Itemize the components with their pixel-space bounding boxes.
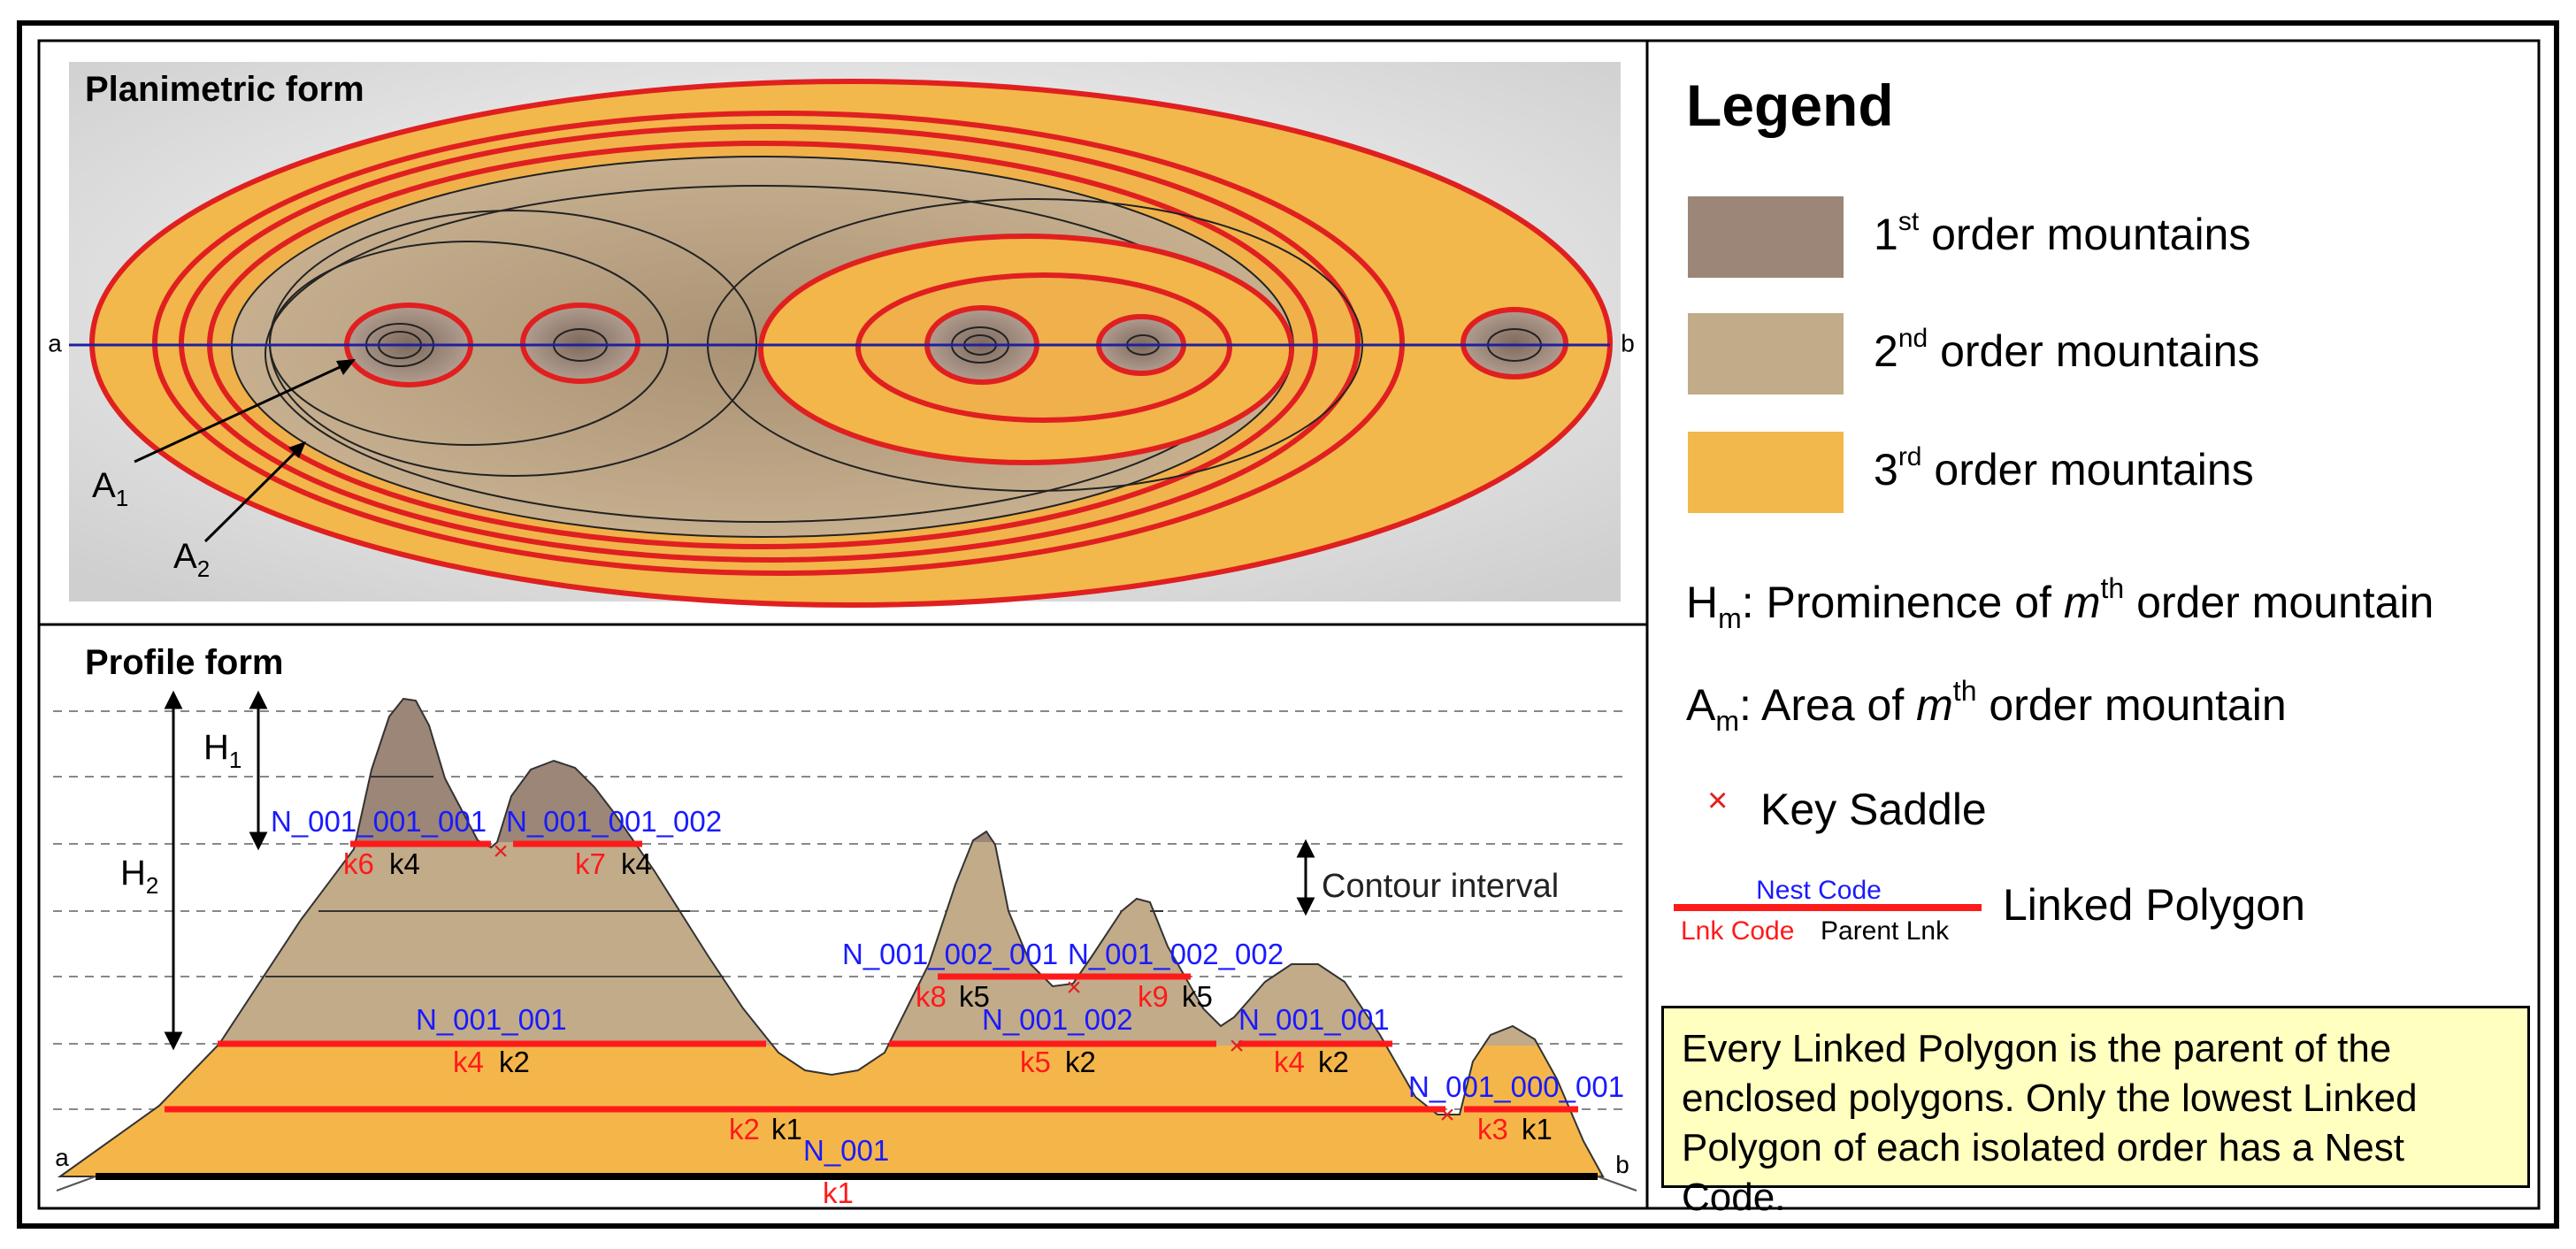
profile-label-a: a bbox=[55, 1144, 69, 1171]
h2-dimension bbox=[164, 690, 183, 1051]
a2-label: A2 bbox=[173, 537, 210, 582]
a1-label: A1 bbox=[92, 466, 128, 511]
parent-lnk-label: k5 bbox=[959, 980, 990, 1013]
parent-lnk-label: k2 bbox=[1065, 1046, 1096, 1078]
lnk-code-label: k9 bbox=[1138, 980, 1169, 1013]
lnk-code-label: k4 bbox=[1274, 1046, 1305, 1078]
key-saddle-icon: × bbox=[1066, 973, 1082, 1002]
key-saddle-icon: × bbox=[493, 837, 509, 866]
legend-title: Legend bbox=[1686, 73, 1894, 138]
nest-code-label: N_001_002_001 bbox=[842, 938, 1058, 970]
legend-lnk-code: Lnk Code bbox=[1681, 916, 1794, 946]
key-saddle-icon: × bbox=[1229, 1031, 1245, 1061]
nest-code-label: N_001_001 bbox=[1238, 1003, 1390, 1036]
lnk-code-label: k6 bbox=[343, 847, 374, 880]
lnk-code-label: k8 bbox=[916, 980, 947, 1013]
lnk-code-label: k5 bbox=[1020, 1046, 1051, 1078]
ground-left bbox=[56, 1176, 96, 1192]
contour-interval-label: Contour interval bbox=[1322, 868, 1559, 905]
legend-nest-code: Nest Code bbox=[1756, 876, 1882, 905]
legend-swatch-first-order bbox=[1688, 196, 1844, 278]
legend-note-box: Every Linked Polygon is the parent of th… bbox=[1661, 1006, 2530, 1219]
parent-lnk-label: k1 bbox=[771, 1113, 802, 1146]
profile-label-b: b bbox=[1615, 1151, 1629, 1178]
planimetric-panel: a b A1 A2 Planimetric form bbox=[48, 62, 1635, 608]
key-saddle-icon: × bbox=[1707, 781, 1728, 820]
legend-label-third-order: 3rd order mountains bbox=[1874, 442, 2254, 494]
parent-lnk-label: k2 bbox=[499, 1046, 530, 1078]
h2-label: H2 bbox=[120, 854, 158, 899]
ground-right bbox=[1597, 1176, 1637, 1192]
legend-swatch-third-order bbox=[1688, 432, 1844, 513]
plan-label-b: b bbox=[1621, 329, 1635, 356]
nest-code-labels: N_001_001_001 N_001_001_002 N_001_002_00… bbox=[271, 805, 1624, 1167]
a2-arrowhead bbox=[288, 441, 306, 458]
a1-arrow bbox=[134, 361, 350, 464]
plan-label-a: a bbox=[48, 329, 62, 356]
legend-key-saddle: Key Saddle bbox=[1760, 785, 1987, 834]
nest-code-label: N_001_001_001 bbox=[271, 805, 487, 838]
parent-lnk-label: k1 bbox=[1522, 1113, 1552, 1146]
parent-lnk-label: k4 bbox=[621, 847, 652, 880]
linked-polygon-lines bbox=[165, 840, 1578, 1113]
nest-code-label: N_001_001_002 bbox=[506, 805, 722, 838]
h1-label: H1 bbox=[203, 728, 242, 773]
lnk-code-labels: k6 k7 k8 k9 k4 k5 k4 k3 k2 k1 bbox=[343, 847, 1508, 1209]
lnk-code-label: k2 bbox=[729, 1113, 760, 1146]
nest-code-label: N_001_000_001 bbox=[1408, 1070, 1624, 1103]
legend-note-text: Every Linked Polygon is the parent of th… bbox=[1682, 1027, 2418, 1219]
legend-linked-polygon-label: Linked Polygon bbox=[2003, 880, 2305, 930]
lnk-code-label: k3 bbox=[1477, 1113, 1508, 1146]
a1-arrowhead bbox=[336, 359, 356, 375]
nest-code-label: N_001_001 bbox=[416, 1003, 567, 1036]
parent-lnk-label: k2 bbox=[1318, 1046, 1349, 1078]
nest-code-label: N_001_002 bbox=[982, 1003, 1133, 1036]
lnk-code-label: k4 bbox=[453, 1046, 484, 1078]
parent-lnk-label: k5 bbox=[1182, 980, 1213, 1013]
legend-area: Am: Area of mth order mountain bbox=[1686, 675, 2287, 737]
peak-5 bbox=[1460, 307, 1568, 379]
legend-parent-lnk: Parent Lnk bbox=[1821, 916, 1950, 946]
planimetric-title: Planimetric form bbox=[85, 70, 364, 109]
contour-line bbox=[269, 241, 669, 446]
inner-contours bbox=[265, 776, 1163, 977]
nest-code-label: N_001 bbox=[803, 1134, 889, 1167]
key-saddle-markers: × × × × bbox=[493, 837, 1455, 1130]
legend-label-second-order: 2nd order mountains bbox=[1874, 324, 2259, 376]
a2-arrow bbox=[203, 445, 303, 543]
peak-2 bbox=[520, 303, 640, 384]
h1-dimension bbox=[249, 690, 268, 851]
parent-lnk-label: k4 bbox=[389, 847, 420, 880]
lnk-code-label: k1 bbox=[823, 1176, 854, 1209]
legend-label-first-order: 1st order mountains bbox=[1874, 207, 2250, 259]
profile-title: Profile form bbox=[85, 643, 283, 682]
key-saddle-icon: × bbox=[1439, 1100, 1455, 1130]
legend-swatch-second-order bbox=[1688, 313, 1844, 395]
contour-interval-dimension bbox=[1296, 839, 1315, 916]
legend-panel: Legend 1st order mountains 2nd order mou… bbox=[1674, 73, 2434, 946]
lnk-code-label: k7 bbox=[575, 847, 606, 880]
parent-lnk-labels: k4 k4 k5 k5 k2 k2 k2 k1 k1 bbox=[389, 847, 1552, 1146]
profile-panel: × × × × N_001_001_001 N_001_001_002 N_00… bbox=[53, 643, 1637, 1209]
nest-code-label: N_001_002_002 bbox=[1068, 938, 1284, 970]
legend-prominence: Hm: Prominence of mth order mountain bbox=[1686, 572, 2434, 634]
